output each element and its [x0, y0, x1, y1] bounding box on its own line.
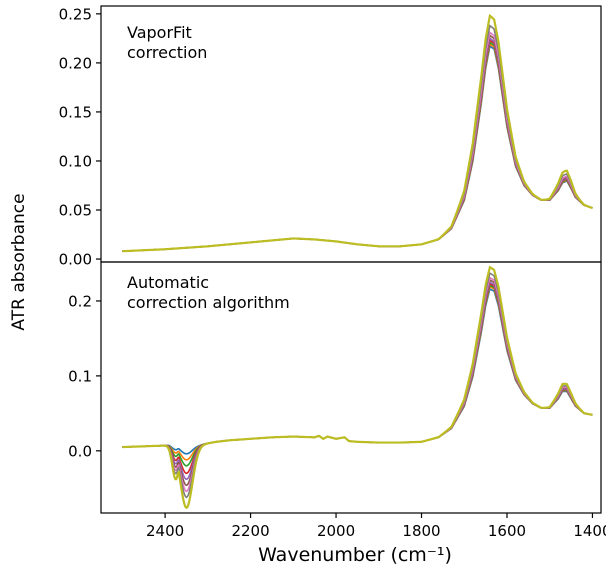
top-ytick-label: 0.10: [59, 152, 92, 170]
top-series-line-4: [122, 38, 593, 253]
bottom-annotation-line1: Automatic: [127, 273, 209, 292]
bottom-plot-frame: [100, 261, 602, 514]
bottom-series-group: [122, 265, 593, 510]
top-ytick-label: 0.15: [59, 103, 92, 121]
top-ytick-label: 0.20: [59, 54, 92, 72]
bottom-ytick-label: 0.2: [68, 292, 92, 310]
bottom-annotation-line2: correction algorithm: [127, 293, 290, 312]
top-annotation-line1: VaporFit: [127, 23, 192, 42]
top-series-line-6: [122, 34, 593, 253]
xtick-label: 2000: [317, 522, 355, 540]
top-ytick-label: 0.05: [59, 202, 92, 220]
xtick-label: 2400: [146, 522, 184, 540]
x-axis: 2400 2200 2000 1800 1600 1400: [146, 513, 606, 540]
bottom-ytick-label: 0.0: [68, 442, 92, 460]
top-series-group: [122, 13, 593, 253]
top-series-line-1: [122, 44, 593, 253]
xtick-label: 1600: [488, 522, 526, 540]
bottom-y-axis: 0.0 0.1 0.2: [68, 292, 101, 460]
bottom-series-line-1: [122, 287, 593, 455]
xtick-label: 1800: [402, 522, 440, 540]
top-series-line-2: [122, 42, 593, 253]
y-axis-label: ATR absorbance: [9, 193, 29, 330]
bottom-series-line-3: [122, 284, 593, 467]
top-series-line-5: [122, 37, 593, 253]
xtick-label: 1400: [573, 522, 606, 540]
xtick-label: 2200: [231, 522, 269, 540]
panel-top: 0.00 0.05 0.10 0.15 0.20 0.25 VaporFit correc…: [59, 5, 602, 269]
panel-bottom: 0.0 0.1 0.2 2400 2200 2000 1800 1600 1400 Autom…: [68, 261, 606, 540]
bottom-series-line-4: [122, 282, 593, 475]
bottom-series-line-9: [122, 265, 593, 510]
bottom-series-line-2: [122, 285, 593, 461]
x-axis-label: Wavenumber (cm⁻¹): [258, 544, 452, 566]
top-series-line-9: [122, 13, 593, 253]
top-ytick-label: 0.25: [59, 5, 92, 23]
bottom-ytick-label: 0.1: [68, 367, 92, 385]
top-series-line-3: [122, 40, 593, 253]
top-ytick-label: 0.00: [59, 251, 92, 269]
top-y-axis: 0.00 0.05 0.10 0.15 0.20 0.25: [59, 5, 101, 269]
top-series-line-7: [122, 31, 593, 253]
top-annotation-line2: correction: [127, 43, 207, 62]
